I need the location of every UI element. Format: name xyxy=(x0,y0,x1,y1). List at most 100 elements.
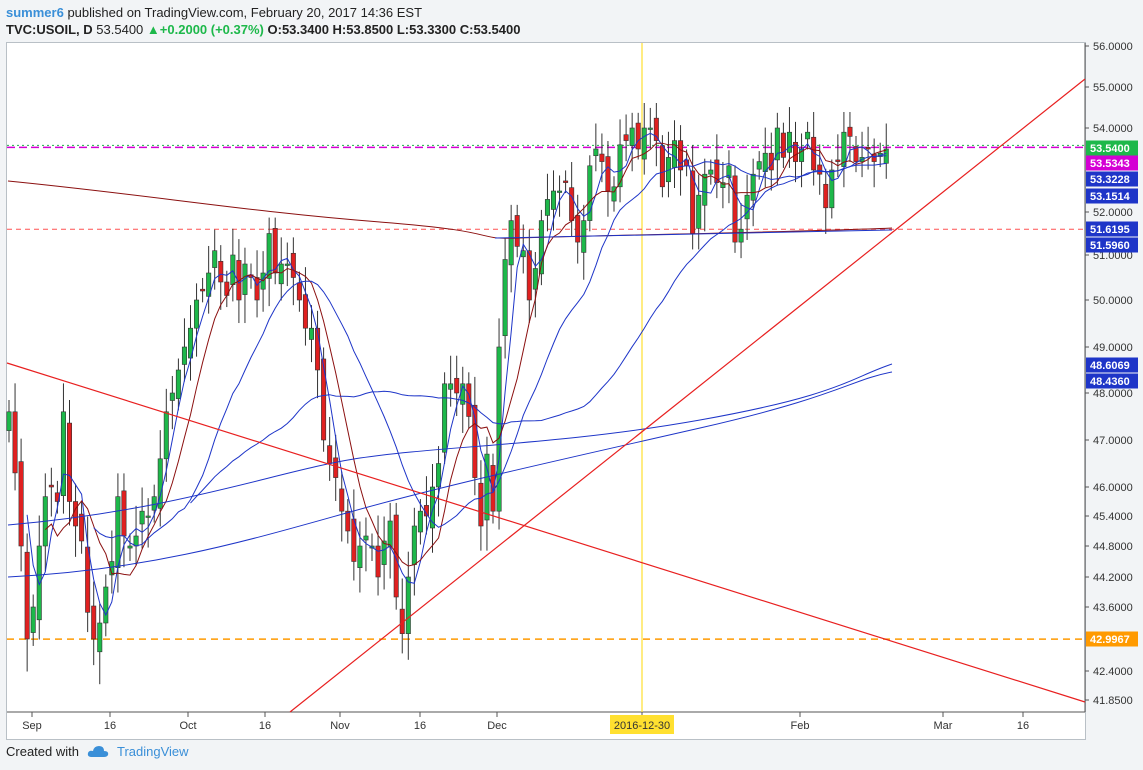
candle-body[interactable] xyxy=(823,183,829,209)
candle-body[interactable] xyxy=(436,463,442,488)
candle-body[interactable] xyxy=(339,488,345,512)
candle-body[interactable] xyxy=(678,140,684,171)
candle-body[interactable] xyxy=(181,346,187,365)
candle-body[interactable] xyxy=(696,194,702,229)
candle-body[interactable] xyxy=(853,146,859,162)
candle-body[interactable] xyxy=(405,576,411,634)
author-link[interactable]: summer6 xyxy=(6,5,64,20)
candle-body[interactable] xyxy=(103,586,109,624)
candle-body[interactable] xyxy=(605,156,611,192)
candle-body[interactable] xyxy=(375,545,381,578)
candle-body[interactable] xyxy=(629,127,635,146)
candle-body[interactable] xyxy=(321,358,327,441)
candle-body[interactable] xyxy=(145,515,151,518)
candle-body[interactable] xyxy=(750,173,756,201)
tradingview-link[interactable]: TradingView xyxy=(116,744,189,759)
candle-body[interactable] xyxy=(780,132,786,158)
downtrend-line[interactable] xyxy=(6,362,1086,703)
candle-body[interactable] xyxy=(48,484,54,488)
candle-body[interactable] xyxy=(496,346,502,512)
candle-body[interactable] xyxy=(218,260,224,283)
chart-frame[interactable] xyxy=(6,42,1086,740)
candle-body[interactable] xyxy=(472,404,478,478)
candle-body[interactable] xyxy=(829,169,835,209)
candle-body[interactable] xyxy=(490,465,496,512)
candle-body[interactable] xyxy=(357,545,363,569)
candle-body[interactable] xyxy=(151,496,157,511)
candle-body[interactable] xyxy=(738,228,744,243)
candle-body[interactable] xyxy=(133,535,139,547)
candle-body[interactable] xyxy=(290,252,296,278)
candle-body[interactable] xyxy=(236,260,242,301)
candle-body[interactable] xyxy=(641,127,647,160)
candle-body[interactable] xyxy=(653,117,659,141)
candle-body[interactable] xyxy=(12,411,18,474)
candle-body[interactable] xyxy=(478,482,484,527)
candle-body[interactable] xyxy=(623,134,629,141)
candle-body[interactable] xyxy=(157,458,163,509)
candle-body[interactable] xyxy=(315,327,321,371)
candle-body[interactable] xyxy=(121,490,127,537)
candle-body[interactable] xyxy=(85,546,91,613)
candle-body[interactable] xyxy=(847,126,853,137)
candle-body[interactable] xyxy=(175,369,181,399)
candle-body[interactable] xyxy=(442,383,448,453)
candle-body[interactable] xyxy=(327,445,333,464)
candle-body[interactable] xyxy=(550,190,556,210)
candle-body[interactable] xyxy=(387,520,393,548)
candle-body[interactable] xyxy=(296,282,302,301)
candle-body[interactable] xyxy=(73,501,79,527)
candle-body[interactable] xyxy=(865,147,871,150)
candle-body[interactable] xyxy=(508,220,514,266)
candle-body[interactable] xyxy=(67,422,73,502)
candle-body[interactable] xyxy=(18,461,24,547)
candle-body[interactable] xyxy=(200,288,206,292)
candle-body[interactable] xyxy=(429,486,435,529)
candle-body[interactable] xyxy=(532,268,538,290)
candle-body[interactable] xyxy=(448,383,454,390)
candle-body[interactable] xyxy=(774,127,780,161)
candle-body[interactable] xyxy=(254,277,260,301)
candle-body[interactable] xyxy=(242,263,248,295)
candle-body[interactable] xyxy=(308,327,314,340)
candle-body[interactable] xyxy=(127,545,133,549)
candle-body[interactable] xyxy=(278,263,284,285)
candle-body[interactable] xyxy=(526,250,532,301)
candle-body[interactable] xyxy=(587,165,593,221)
candle-body[interactable] xyxy=(569,187,575,221)
candle-body[interactable] xyxy=(24,551,30,640)
candle-body[interactable] xyxy=(230,254,236,286)
candle-body[interactable] xyxy=(647,127,653,130)
candle-body[interactable] xyxy=(702,173,708,206)
candle-body[interactable] xyxy=(79,513,85,542)
candle-body[interactable] xyxy=(272,228,278,274)
candle-body[interactable] xyxy=(91,605,97,640)
candle-body[interactable] xyxy=(411,525,417,565)
candle-body[interactable] xyxy=(617,144,623,188)
candle-body[interactable] xyxy=(502,259,508,337)
candle-body[interactable] xyxy=(792,141,798,162)
candle-body[interactable] xyxy=(732,175,738,243)
candle-body[interactable] xyxy=(817,164,823,175)
candle-body[interactable] xyxy=(557,190,563,193)
candle-body[interactable] xyxy=(835,159,841,162)
candle-body[interactable] xyxy=(799,148,805,162)
candle-body[interactable] xyxy=(514,215,520,247)
candle-body[interactable] xyxy=(786,131,792,153)
candle-body[interactable] xyxy=(575,215,581,243)
candle-body[interactable] xyxy=(544,199,550,216)
candle-body[interactable] xyxy=(6,411,12,431)
candle-body[interactable] xyxy=(599,153,605,162)
candle-body[interactable] xyxy=(756,161,762,170)
candle-body[interactable] xyxy=(563,180,569,183)
candle-body[interactable] xyxy=(60,411,66,496)
candle-body[interactable] xyxy=(163,411,169,460)
candle-body[interactable] xyxy=(169,392,175,401)
candle-body[interactable] xyxy=(333,457,339,478)
candle-body[interactable] xyxy=(593,148,599,157)
candle-body[interactable] xyxy=(466,383,472,417)
candle-body[interactable] xyxy=(212,250,218,268)
candle-body[interactable] xyxy=(484,453,490,521)
candle-body[interactable] xyxy=(284,263,290,266)
